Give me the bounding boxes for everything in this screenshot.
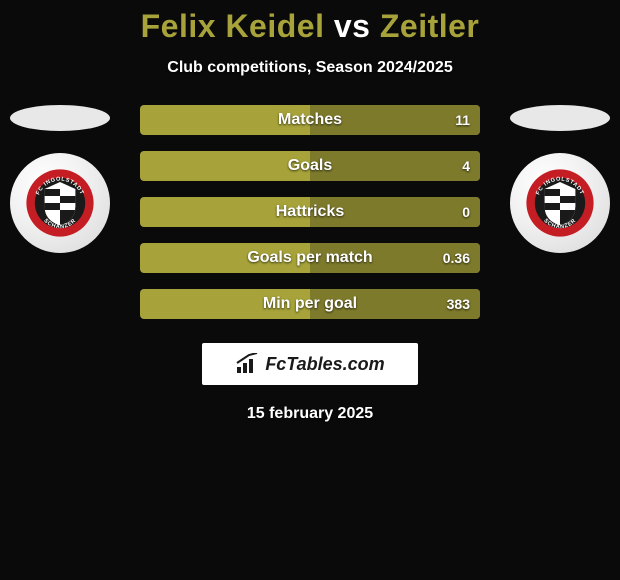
stat-row-right-fill <box>310 151 480 181</box>
svg-text:04: 04 <box>556 230 564 237</box>
subtitle: Club competitions, Season 2024/2025 <box>0 59 620 77</box>
ingolstadt-crest-icon: FC INGOLSTADT SCHANZER 04 <box>525 168 595 238</box>
stat-row: Matches 11 <box>140 105 480 135</box>
stat-value: 4 <box>462 158 470 174</box>
watermark: FcTables.com <box>202 343 418 385</box>
title-vs: vs <box>334 8 371 44</box>
title-left: Felix Keidel <box>141 8 325 44</box>
stat-value: 383 <box>447 296 470 312</box>
halo-left <box>10 105 110 131</box>
stat-label: Goals per match <box>247 249 372 267</box>
page-title: Felix Keidel vs Zeitler <box>0 0 620 45</box>
stat-value: 11 <box>455 112 470 128</box>
stat-row: Min per goal 383 <box>140 289 480 319</box>
stat-label: Goals <box>288 157 332 175</box>
stat-value: 0 <box>462 204 470 220</box>
stat-row: Goals per match 0.36 <box>140 243 480 273</box>
watermark-text: FcTables.com <box>265 354 384 375</box>
stat-row: Goals 4 <box>140 151 480 181</box>
title-right: Zeitler <box>380 8 480 44</box>
svg-text:04: 04 <box>56 230 64 237</box>
halo-right <box>510 105 610 131</box>
footer-date: 15 february 2025 <box>0 405 620 423</box>
stat-label: Min per goal <box>263 295 357 313</box>
comparison-panel: FC INGOLSTADT SCHANZER 04 FC INGOLSTADT … <box>0 105 620 423</box>
stat-label: Hattricks <box>276 203 344 221</box>
stat-bars: Matches 11 Goals 4 Hattricks 0 Goals per match… <box>140 105 480 319</box>
stat-value: 0.36 <box>443 250 470 266</box>
chart-icon <box>235 353 261 375</box>
stat-label: Matches <box>278 111 342 129</box>
club-badge-left: FC INGOLSTADT SCHANZER 04 <box>10 153 110 253</box>
ingolstadt-crest-icon: FC INGOLSTADT SCHANZER 04 <box>25 168 95 238</box>
club-badge-right: FC INGOLSTADT SCHANZER 04 <box>510 153 610 253</box>
stat-row: Hattricks 0 <box>140 197 480 227</box>
